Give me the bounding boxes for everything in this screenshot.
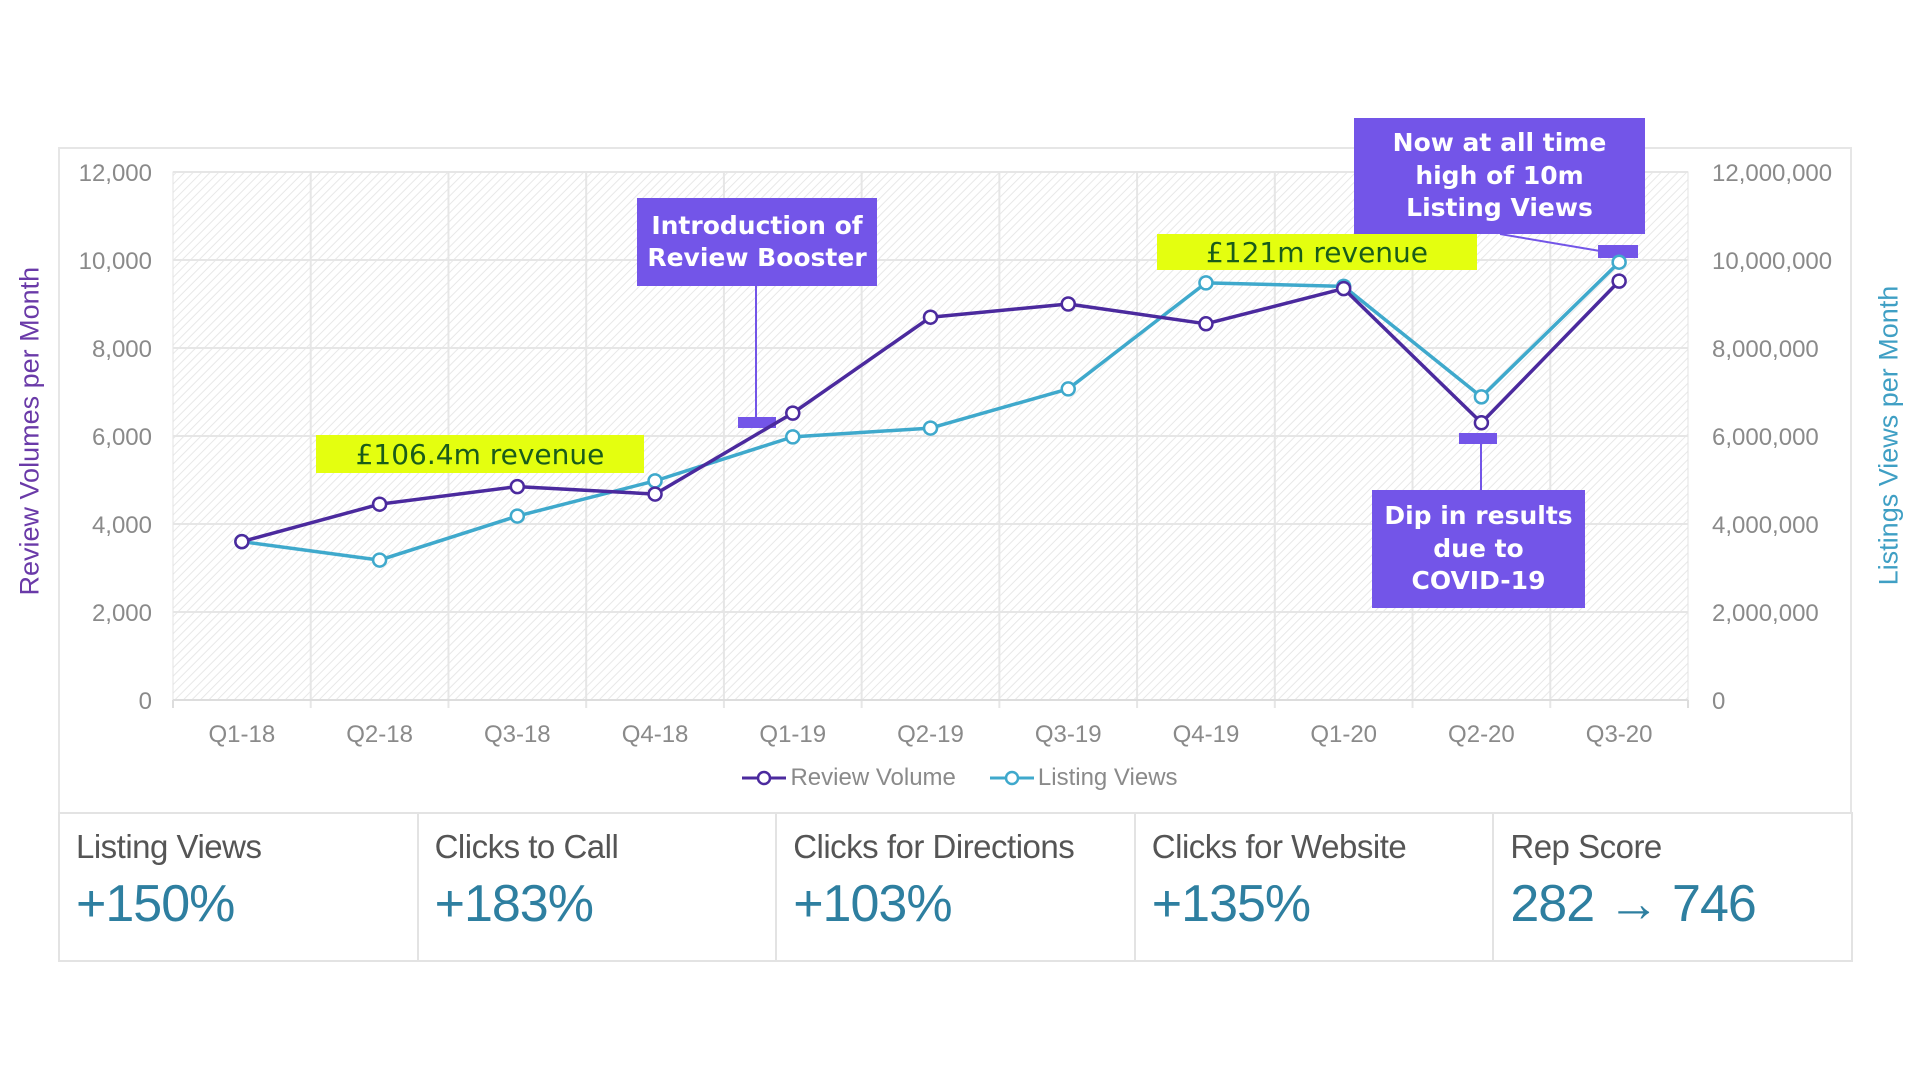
y-tick-label: 0 xyxy=(139,688,152,715)
data-point[interactable] xyxy=(647,473,663,489)
legend-item-listing-views[interactable]: Listing Views xyxy=(989,764,1178,792)
data-point[interactable] xyxy=(371,552,388,568)
kpi-label: Clicks to Call xyxy=(434,828,619,865)
revenue-label-2019: £121m revenue xyxy=(1157,234,1477,270)
kpi-rep-score: Rep Score 282 → 746 xyxy=(1494,814,1851,960)
x-tick-label: Q3-18 xyxy=(484,721,551,748)
covid-dip-marker xyxy=(1459,433,1497,444)
y-tick-label: 6,000 xyxy=(92,424,152,451)
y-tick-label: 2,000 xyxy=(92,600,152,627)
data-point[interactable] xyxy=(509,508,526,524)
y2-tick-label: 10,000,000 xyxy=(1712,248,1832,275)
kpi-value: +103% xyxy=(793,875,952,933)
y-tick-label: 8,000 xyxy=(92,336,152,363)
chart-frame xyxy=(58,147,1852,813)
annotation-all-time-high: Now at all time high of 10m Listing View… xyxy=(1354,118,1645,234)
kpi-listing-views: Listing Views +150% xyxy=(60,814,419,960)
data-point[interactable] xyxy=(234,533,250,550)
y2-tick-label: 8,000,000 xyxy=(1712,336,1819,363)
y2-tick-label: 12,000,000 xyxy=(1712,160,1832,187)
x-tick-label: Q1-19 xyxy=(759,721,826,748)
kpi-label: Clicks for Directions xyxy=(793,828,1075,865)
kpi-value: +150% xyxy=(76,875,235,933)
kpi-value: 282 → 746 xyxy=(1510,875,1756,933)
x-axis-ticks: Q1-18 Q2-18 Q3-18 Q4-18 Q1-19 Q2-19 Q3-19 Q4-19… xyxy=(209,721,1653,748)
kpi-panel: Listing Views +150% Clicks to Call +183%… xyxy=(58,812,1853,962)
x-tick-label: Q4-19 xyxy=(1173,721,1240,748)
data-point[interactable] xyxy=(1611,273,1627,289)
left-axis-title: Review Volumes per Month xyxy=(14,266,45,596)
data-point[interactable] xyxy=(509,478,526,495)
y2-tick-label: 2,000,000 xyxy=(1712,600,1819,627)
y2-tick-label: 0 xyxy=(1712,688,1725,715)
data-point[interactable] xyxy=(1611,254,1627,270)
data-point[interactable] xyxy=(1473,389,1490,405)
y-tick-label: 4,000 xyxy=(92,512,152,539)
purple-line-marker-icon xyxy=(742,770,787,786)
kpi-value: +183% xyxy=(434,875,594,933)
data-point[interactable] xyxy=(1473,415,1490,431)
kpi-label: Clicks for Website xyxy=(1151,828,1407,865)
revenue-label-2018: £106.4m revenue xyxy=(316,435,644,473)
y2-tick-label: 4,000,000 xyxy=(1712,512,1819,539)
kpi-clicks-for-website: Clicks for Website +135% xyxy=(1136,814,1495,960)
y-tick-label: 10,000 xyxy=(79,248,152,275)
data-point[interactable] xyxy=(371,496,388,512)
data-point[interactable] xyxy=(1060,381,1076,397)
annotation-connectors xyxy=(738,233,1638,490)
left-axis-ticks: 0 2,000 4,000 6,000 8,000 10,000 12,000 xyxy=(79,160,152,715)
data-point[interactable] xyxy=(1198,316,1214,332)
revenue-text: £106.4m revenue xyxy=(355,437,605,471)
revenue-text: £121m revenue xyxy=(1205,235,1429,269)
kpi-label: Listing Views xyxy=(76,828,262,865)
legend-item-review-volume[interactable]: Review Volume xyxy=(742,764,956,792)
all-time-high-marker xyxy=(1598,245,1638,258)
legend-label: Listing Views xyxy=(1037,764,1178,791)
data-point[interactable] xyxy=(785,405,801,421)
annotation-text: Dip in results due to COVID-19 xyxy=(1384,501,1573,596)
data-point[interactable] xyxy=(647,486,663,502)
y-tick-label: 12,000 xyxy=(79,160,152,187)
data-point[interactable] xyxy=(922,309,939,325)
x-tick-label: Q2-20 xyxy=(1448,721,1515,748)
kpi-clicks-for-directions: Clicks for Directions +103% xyxy=(777,814,1136,960)
data-point[interactable] xyxy=(1060,296,1076,312)
data-series xyxy=(234,254,1627,568)
data-point[interactable] xyxy=(785,429,801,445)
x-tick-label: Q4-18 xyxy=(622,721,689,748)
y2-tick-label: 6,000,000 xyxy=(1712,424,1819,451)
x-tick-label: Q3-20 xyxy=(1586,721,1653,748)
x-tick-label: Q2-19 xyxy=(897,721,964,748)
annotation-review-booster: Introduction of Review Booster xyxy=(637,198,877,286)
cyan-line-marker-icon xyxy=(989,770,1034,786)
x-tick-label: Q2-18 xyxy=(346,721,413,748)
data-point[interactable] xyxy=(922,420,939,436)
right-axis-ticks: 0 2,000,000 4,000,000 6,000,000 8,000,000 10,… xyxy=(1712,160,1832,715)
review-booster-marker xyxy=(738,417,776,428)
x-tick-label: Q1-20 xyxy=(1310,721,1377,748)
annotation-covid-dip: Dip in results due to COVID-19 xyxy=(1372,490,1585,608)
kpi-clicks-to-call: Clicks to Call +183% xyxy=(419,814,778,960)
x-tick-label: Q3-19 xyxy=(1035,721,1102,748)
chart-legend: Review Volume Listing Views xyxy=(0,764,1920,792)
legend-label: Review Volume xyxy=(790,764,956,791)
data-point[interactable] xyxy=(1335,280,1352,297)
kpi-label: Rep Score xyxy=(1510,828,1662,865)
annotation-text: Introduction of Review Booster xyxy=(647,210,867,273)
right-axis-title: Listings Views per Month xyxy=(1873,285,1904,586)
x-tick-label: Q1-18 xyxy=(209,721,276,748)
annotation-text: Now at all time high of 10m Listing View… xyxy=(1392,128,1607,223)
data-point[interactable] xyxy=(1198,275,1214,291)
kpi-value: +135% xyxy=(1151,875,1311,933)
